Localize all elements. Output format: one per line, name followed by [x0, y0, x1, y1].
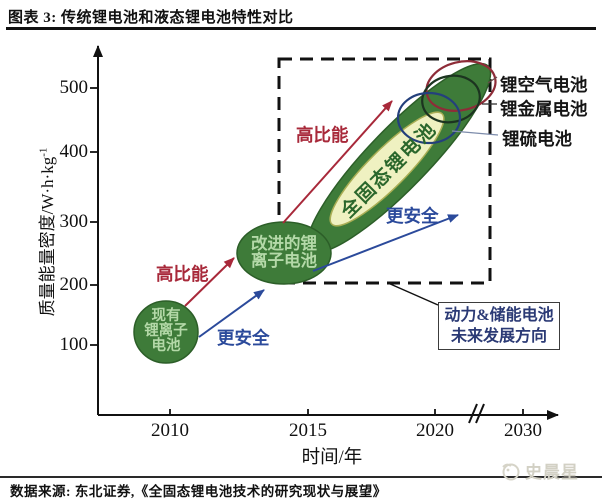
watermark-text: 史晨星 — [525, 463, 579, 482]
high-energy-label-1: 高比能 — [156, 264, 209, 284]
high-energy-arrow-2 — [282, 100, 393, 224]
sulfur-battery-label: 锂硫电池 — [502, 129, 572, 149]
y-axis-title: 质量能量密度/W·h·kg-1 — [33, 122, 57, 342]
x-tick-2020: 2020 — [416, 420, 454, 441]
title-divider — [6, 27, 596, 30]
y-tick-200: 200 — [59, 274, 89, 295]
air-battery-circle — [425, 60, 497, 112]
air-label-connector — [487, 76, 498, 84]
x-axis-ticks — [169, 409, 524, 415]
y-tick-300: 300 — [59, 211, 89, 232]
y-axis-unit-exponent: -1 — [37, 147, 50, 157]
x-tick-2030: 2030 — [504, 420, 542, 441]
safer-label-2: 更安全 — [386, 206, 439, 226]
source-note: 数据来源: 东北证券,《全固态锂电池技术的研究现状与展望》 — [10, 484, 387, 499]
figure-title: 图表 3: 传统锂电池和液态锂电池特性对比 — [8, 10, 294, 26]
x-tick-2010: 2010 — [151, 420, 189, 441]
air-battery-label: 锂空气电池 — [500, 75, 588, 95]
existing-line-1: 现有 — [151, 308, 181, 324]
existing-battery-label: 现有 锂离子 电池 — [126, 308, 206, 355]
watermark-logo-icon — [502, 463, 520, 480]
safer-arrow-2 — [312, 214, 459, 272]
y-axis-ticks — [90, 87, 98, 346]
existing-line-2: 锂离子 — [144, 323, 188, 340]
footer-divider — [0, 476, 602, 478]
y-tick-500: 500 — [59, 77, 89, 98]
y-axis-title-text: 质量能量密度/W·h·kg — [38, 156, 57, 317]
y-tick-100: 100 — [59, 334, 89, 355]
callout-connector — [387, 282, 439, 306]
safer-arrow-1 — [198, 289, 265, 338]
sulfur-battery-circle — [396, 91, 462, 145]
safer-label-1: 更安全 — [217, 328, 270, 348]
y-tick-400: 400 — [59, 141, 89, 162]
x-axis-break-icon — [468, 403, 485, 424]
improved-battery-label: 改进的锂 离子电池 — [238, 235, 330, 270]
existing-line-3: 电池 — [151, 338, 181, 355]
improved-line-2: 离子电池 — [251, 251, 317, 271]
sulfur-label-connector — [451, 130, 499, 136]
future-direction-callout: 动力&储能电池 未来发展方向 — [438, 302, 560, 350]
x-tick-2015: 2015 — [289, 420, 327, 441]
high-energy-arrow-1 — [184, 257, 235, 307]
dashed-roadmap-box — [277, 57, 492, 285]
improved-line-1: 改进的锂 — [251, 234, 317, 253]
high-energy-label-2: 高比能 — [296, 125, 349, 145]
existing-battery-node — [133, 300, 199, 364]
x-axis-title: 时间/年 — [301, 448, 363, 468]
metal-battery-circle — [421, 74, 481, 124]
callout-line-1: 动力&储能电池 — [444, 307, 554, 324]
callout-line-2: 未来发展方向 — [450, 328, 547, 345]
metal-battery-label: 锂金属电池 — [500, 99, 588, 119]
watermark: 史晨星 — [500, 458, 579, 483]
